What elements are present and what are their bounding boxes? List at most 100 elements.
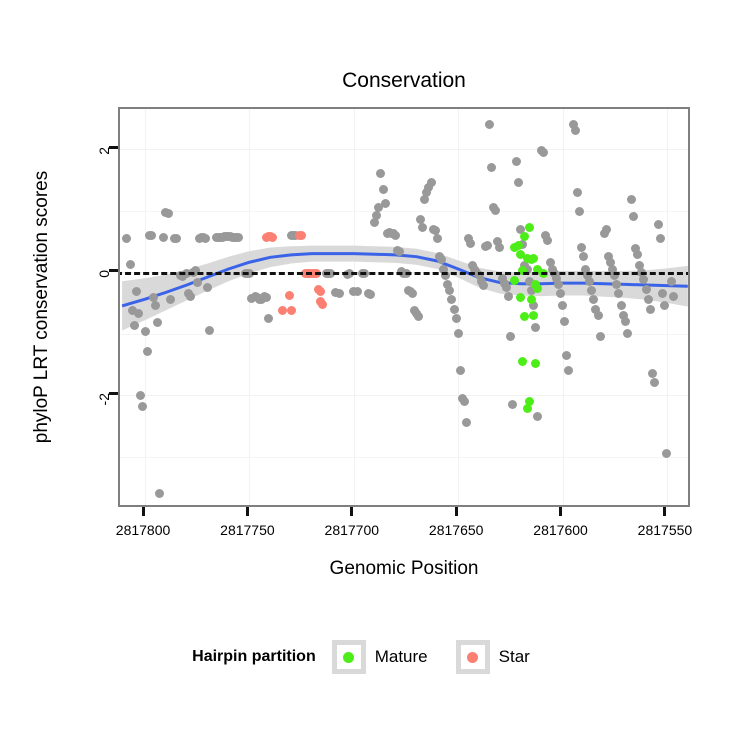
- data-point-other: [441, 270, 451, 280]
- data-point-star: [315, 287, 325, 297]
- data-point-other: [516, 224, 526, 234]
- data-point-mature: [522, 404, 532, 414]
- data-point-other: [497, 273, 507, 283]
- data-point-mature: [518, 356, 528, 366]
- data-point-other: [503, 292, 513, 302]
- data-point-other: [601, 224, 611, 234]
- data-point-other: [391, 230, 401, 240]
- data-point-star: [284, 290, 294, 300]
- data-point-other: [165, 294, 175, 304]
- data-point-other: [132, 286, 142, 296]
- data-point-other: [533, 412, 543, 422]
- legend-label-star: Star: [498, 647, 530, 666]
- y-tick: [109, 391, 118, 395]
- data-point-other: [138, 401, 148, 411]
- data-point-other: [560, 316, 570, 326]
- data-point-mature: [520, 311, 530, 321]
- data-point-other: [422, 187, 432, 197]
- data-point-other: [660, 301, 670, 311]
- data-point-mature: [518, 266, 528, 276]
- data-point-other: [608, 264, 618, 274]
- data-point-other: [121, 234, 131, 244]
- data-point-mature: [533, 264, 543, 274]
- data-point-other: [201, 233, 211, 243]
- data-point-other: [395, 246, 405, 256]
- x-tick: [663, 507, 667, 516]
- data-point-mature: [510, 275, 520, 285]
- gridline-minor-y: [120, 210, 688, 212]
- data-point-other: [487, 162, 497, 172]
- data-point-other: [620, 316, 630, 326]
- data-point-other: [530, 322, 540, 332]
- data-point-other: [591, 304, 601, 314]
- data-point-other: [610, 270, 620, 280]
- data-point-other: [568, 119, 578, 129]
- data-point-mature: [526, 295, 536, 305]
- data-point-other: [443, 279, 453, 289]
- x-tick-label: 2817550: [637, 522, 693, 538]
- x-axis-label: Genomic Position: [329, 558, 479, 579]
- data-point-mature: [516, 293, 526, 303]
- data-point-other: [578, 252, 588, 262]
- data-point-other: [562, 350, 572, 360]
- data-point-mature: [533, 283, 543, 293]
- data-point-other: [150, 301, 160, 311]
- data-point-other: [447, 295, 457, 305]
- mature-dot-icon: [343, 651, 355, 663]
- gridline-major-x: [458, 109, 460, 505]
- data-point-other: [576, 242, 586, 252]
- y-tick: [109, 145, 118, 149]
- x-tick-label: 2817750: [220, 522, 275, 538]
- data-point-other: [512, 156, 522, 166]
- data-point-star: [286, 305, 296, 315]
- data-point-other: [495, 242, 505, 252]
- data-point-other: [668, 292, 678, 302]
- data-point-other: [589, 295, 599, 305]
- y-tick: [109, 268, 118, 272]
- data-point-other: [631, 244, 641, 254]
- gridline-minor-y: [120, 456, 688, 458]
- data-point-other: [136, 390, 146, 400]
- legend-entry-mature[interactable]: Mature: [331, 640, 448, 674]
- data-point-other: [482, 240, 492, 250]
- data-point-other: [666, 276, 676, 286]
- x-tick-label: 2817650: [428, 522, 484, 538]
- data-point-other: [146, 230, 156, 240]
- data-point-other: [622, 329, 632, 339]
- data-point-other: [522, 264, 532, 274]
- data-point-other: [633, 250, 643, 260]
- data-point-other: [128, 305, 138, 315]
- data-point-other: [370, 218, 380, 228]
- data-point-other: [507, 399, 517, 409]
- data-point-other: [612, 279, 622, 289]
- data-point-other: [432, 233, 442, 243]
- legend-entry-star[interactable]: Star: [455, 640, 550, 674]
- data-point-other: [645, 304, 655, 314]
- data-point-mature: [524, 222, 534, 232]
- data-point-other: [171, 233, 181, 243]
- data-point-other: [555, 289, 565, 299]
- data-point-other: [426, 178, 436, 188]
- data-point-other: [491, 206, 501, 216]
- data-point-other: [570, 126, 580, 136]
- data-point-other: [564, 366, 574, 376]
- legend: Hairpin partition Mature Star: [0, 636, 750, 678]
- gridline-major-x: [249, 109, 251, 505]
- data-point-other: [662, 449, 672, 459]
- data-point-other: [155, 489, 165, 499]
- data-point-other: [606, 258, 616, 268]
- data-point-star: [317, 299, 327, 309]
- data-point-other: [593, 310, 603, 320]
- loess-confidence-ribbon: [122, 245, 688, 331]
- data-point-other: [451, 313, 461, 323]
- data-point-other: [553, 279, 563, 289]
- data-point-star: [297, 230, 307, 240]
- legend-title: Hairpin partition: [192, 648, 316, 665]
- data-point-other: [134, 309, 144, 319]
- x-tick: [559, 507, 563, 516]
- data-point-other: [142, 346, 152, 356]
- data-point-other: [130, 320, 140, 330]
- data-point-other: [424, 182, 434, 192]
- data-point-other: [616, 301, 626, 311]
- data-point-star: [267, 232, 277, 242]
